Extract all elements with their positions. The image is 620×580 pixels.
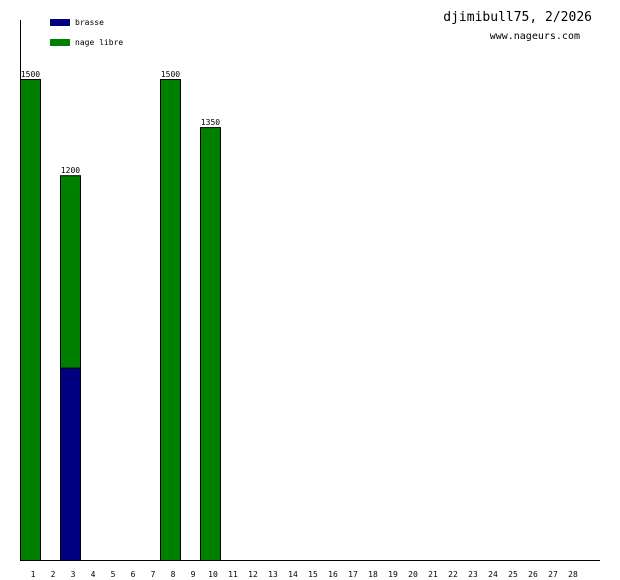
total-label-day-8: 1500 bbox=[161, 70, 180, 79]
x-tick-label-28: 28 bbox=[568, 570, 578, 579]
x-tick-label-5: 5 bbox=[111, 570, 116, 579]
x-tick-label-17: 17 bbox=[348, 570, 358, 579]
x-tick-label-14: 14 bbox=[288, 570, 298, 579]
x-tick-label-2: 2 bbox=[51, 570, 56, 579]
x-tick-label-24: 24 bbox=[488, 570, 498, 579]
x-tick-label-13: 13 bbox=[268, 570, 278, 579]
legend-swatch-brasse bbox=[50, 19, 70, 26]
x-tick-labels: 1 2 3 4 5 6 7 8 9 10 11 12 13 14 15 16 17 18 19 20 21 22 23 24 2… bbox=[31, 570, 578, 579]
x-tick-label-20: 20 bbox=[408, 570, 418, 579]
bar-day-3-brasse bbox=[60, 367, 81, 561]
site-url: www.nageurs.com bbox=[489, 31, 580, 42]
legend-label-nage-libre: nage libre bbox=[75, 38, 123, 47]
bar-day-1-nage-libre bbox=[20, 79, 41, 561]
x-tick-label-1: 1 bbox=[31, 570, 36, 579]
bar-day-8-nage-libre bbox=[160, 79, 181, 561]
legend-swatch-nage-libre bbox=[50, 39, 70, 46]
total-label-day-3: 1200 bbox=[61, 166, 80, 175]
x-tick-label-6: 6 bbox=[131, 570, 136, 579]
x-tick-label-9: 9 bbox=[191, 570, 196, 579]
x-tick-label-3: 3 bbox=[71, 570, 76, 579]
x-tick-label-11: 11 bbox=[228, 570, 238, 579]
x-tick-label-10: 10 bbox=[208, 570, 218, 579]
total-label-day-10: 1350 bbox=[201, 118, 220, 127]
x-tick-label-23: 23 bbox=[468, 570, 478, 579]
x-tick-label-8: 8 bbox=[171, 570, 176, 579]
total-labels: 1500 1200 1500 1350 bbox=[21, 70, 220, 175]
x-tick-label-16: 16 bbox=[328, 570, 338, 579]
x-tick-label-21: 21 bbox=[428, 570, 438, 579]
x-tick-label-15: 15 bbox=[308, 570, 318, 579]
total-label-day-1: 1500 bbox=[21, 70, 40, 79]
x-tick-label-26: 26 bbox=[528, 570, 538, 579]
bar-day-10-nage-libre bbox=[200, 127, 221, 561]
bars bbox=[20, 79, 221, 561]
x-tick-label-19: 19 bbox=[388, 570, 398, 579]
x-tick-label-22: 22 bbox=[448, 570, 458, 579]
legend: brasse nage libre bbox=[50, 18, 123, 47]
x-tick-label-25: 25 bbox=[508, 570, 518, 579]
chart-title: djimibull75, 2/2026 bbox=[443, 10, 592, 25]
x-tick-label-12: 12 bbox=[248, 570, 258, 579]
bar-day-3-nage-libre bbox=[60, 175, 81, 369]
x-tick-label-18: 18 bbox=[368, 570, 378, 579]
legend-label-brasse: brasse bbox=[75, 18, 104, 27]
axes bbox=[20, 20, 600, 561]
x-tick-label-27: 27 bbox=[548, 570, 558, 579]
x-tick-label-7: 7 bbox=[151, 570, 156, 579]
x-tick-label-4: 4 bbox=[91, 570, 96, 579]
